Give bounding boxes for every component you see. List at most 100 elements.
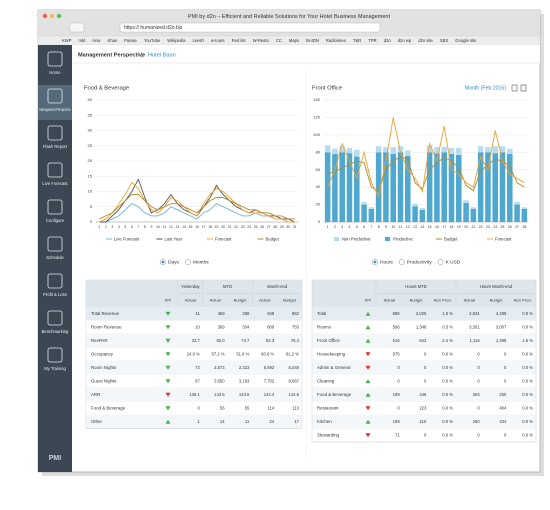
- row-label[interactable]: Occupancy: [91, 351, 114, 356]
- bookmark[interactable]: Khan: [107, 38, 117, 43]
- chart-tool-icon[interactable]: [511, 84, 518, 92]
- row-label[interactable]: Total: [317, 311, 326, 316]
- x-tick-label: 23: [241, 225, 245, 229]
- bookmark[interactable]: BAIDN: [306, 38, 319, 43]
- column-header: Actual: [185, 297, 196, 302]
- bookmark[interactable]: d2o wp: [398, 38, 412, 43]
- sidebar-icon[interactable]: [47, 88, 63, 104]
- zoom-button[interactable]: [56, 13, 62, 19]
- breadcrumb-hotel[interactable]: Hotel Baan: [148, 52, 176, 58]
- bookmark[interactable]: KWP: [62, 38, 72, 43]
- bar: [441, 152, 447, 222]
- bookmark[interactable]: w-tours: [211, 38, 225, 43]
- bookmark[interactable]: Radioimee: [326, 38, 347, 43]
- table-cell: 642: [419, 338, 427, 343]
- bookmark[interactable]: Anw: [92, 38, 101, 43]
- table-row: [312, 334, 536, 348]
- bar: [412, 203, 418, 207]
- bar: [448, 154, 455, 222]
- bookmark[interactable]: W-Resto: [253, 38, 270, 43]
- radio-button[interactable]: [185, 259, 191, 265]
- bar: [441, 147, 447, 153]
- row-label[interactable]: Rooms: [317, 324, 332, 329]
- radio-label[interactable]: Months: [193, 260, 209, 266]
- row-label[interactable]: Food & Beverage: [317, 392, 352, 397]
- sidebar-icon[interactable]: [47, 51, 63, 67]
- bookmark[interactable]: Red list: [232, 38, 247, 43]
- nav-buttons[interactable]: [69, 22, 85, 33]
- sidebar-icon[interactable]: [47, 236, 63, 252]
- table-cell: 0: [397, 378, 400, 383]
- bookmark[interactable]: Leesh: [192, 38, 204, 43]
- row-label[interactable]: Food & Beverage: [91, 405, 126, 410]
- radio-button[interactable]: [398, 259, 405, 265]
- bookmark[interactable]: TPR: [368, 38, 376, 43]
- sidebar-icon[interactable]: [47, 125, 63, 141]
- sidebar-icon[interactable]: [47, 162, 63, 178]
- minimize-button[interactable]: [49, 13, 55, 19]
- bookmark[interactable]: Google site: [455, 38, 477, 43]
- address-bar[interactable]: [119, 22, 381, 33]
- table-cell: 0.0 %: [522, 365, 533, 370]
- bookmark[interactable]: SBS: [440, 38, 449, 43]
- bookmark[interactable]: mkt: [79, 38, 87, 43]
- sidebar-label[interactable]: Schedule: [46, 255, 64, 260]
- close-button[interactable]: [42, 13, 48, 19]
- sidebar-icon[interactable]: [47, 273, 63, 289]
- chart-export-icon[interactable]: [520, 84, 527, 92]
- row-label[interactable]: Stewarding: [317, 432, 340, 437]
- x-tick-label: 8: [144, 225, 146, 229]
- table-cell: 0.0 %: [522, 419, 533, 424]
- sidebar-label[interactable]: Benchmarking: [42, 329, 69, 334]
- sidebar-icon[interactable]: [47, 310, 63, 326]
- bookmark[interactable]: CC: [276, 38, 282, 43]
- sidebar-label[interactable]: Flash Report: [43, 144, 68, 149]
- radio-label[interactable]: Days: [168, 260, 180, 266]
- group-header: Hours Month-end: [480, 284, 513, 289]
- table-cell: 304: [473, 392, 481, 397]
- row-label[interactable]: Cleaning: [317, 378, 335, 383]
- bookmark[interactable]: Maps: [289, 38, 299, 43]
- table-cell: 3,193: [239, 378, 250, 383]
- row-label[interactable]: RevPAR: [91, 338, 108, 343]
- row-label[interactable]: Housekeeping: [317, 351, 346, 356]
- sidebar-label[interactable]: Home: [49, 70, 61, 75]
- bookmark[interactable]: d2o site: [418, 38, 433, 43]
- table-cell: 71: [395, 432, 400, 437]
- breadcrumb-root[interactable]: Management Perspective: [78, 52, 145, 58]
- bookmark[interactable]: T&R: [353, 38, 361, 43]
- row-label[interactable]: Kitchen: [317, 419, 332, 424]
- chart-period[interactable]: Month (Feb 2015): [465, 85, 507, 91]
- sidebar-label[interactable]: My Training: [44, 366, 66, 371]
- radio-button[interactable]: [437, 259, 444, 265]
- table-cell: 143.6: [239, 392, 250, 397]
- radio-label[interactable]: K USD: [446, 260, 461, 266]
- row-label[interactable]: ARR: [91, 392, 100, 397]
- bookmark[interactable]: YouTube: [144, 38, 161, 43]
- row-label[interactable]: Room Nights: [91, 365, 117, 370]
- table-cell: 0: [197, 405, 200, 410]
- row-label[interactable]: Admin & General: [317, 365, 350, 370]
- bookmark[interactable]: Wikipedia: [167, 38, 186, 43]
- row-label[interactable]: Total Revenue: [91, 311, 120, 316]
- bar: [514, 204, 520, 222]
- sidebar-icon[interactable]: [47, 347, 63, 363]
- bookmark[interactable]: Passie: [124, 38, 137, 43]
- row-label[interactable]: Other: [91, 419, 103, 424]
- x-tick-label: 7: [137, 225, 139, 229]
- sidebar-label[interactable]: Management Perspective: [40, 107, 71, 112]
- sidebar-label[interactable]: Live Forecast: [42, 181, 68, 186]
- sidebar-label[interactable]: Profit & Loss: [43, 292, 67, 297]
- bookmark[interactable]: d2o: [384, 38, 392, 43]
- row-label[interactable]: Restaurant: [317, 405, 339, 410]
- row-label[interactable]: Guest Nights: [91, 378, 117, 383]
- table-row: [86, 320, 302, 334]
- row-label[interactable]: Room Revenue: [91, 324, 122, 329]
- sidebar-icon[interactable]: [47, 199, 63, 215]
- series-line: [327, 156, 525, 193]
- radio-label[interactable]: Hours: [380, 260, 393, 266]
- sidebar-label[interactable]: Configure: [46, 218, 65, 223]
- radio-label[interactable]: Productivity: [407, 260, 432, 266]
- row-label[interactable]: Front Office: [317, 338, 340, 343]
- kpi-indicator: [365, 365, 371, 370]
